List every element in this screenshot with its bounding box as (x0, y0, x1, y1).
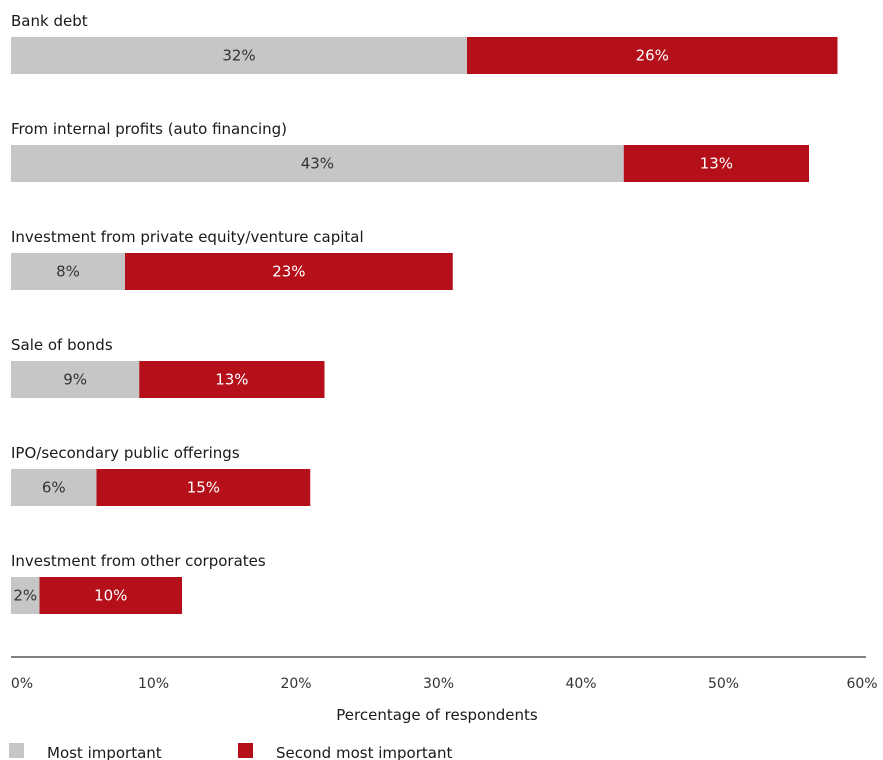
bar-most-important (11, 37, 467, 74)
data-label: 13% (700, 155, 733, 173)
bar-second-most-important (467, 37, 838, 74)
legend: Most important Second most important (9, 743, 452, 760)
bar-group: Bank debt 32% 26% (11, 12, 838, 74)
data-label: 10% (94, 587, 127, 605)
data-label: 13% (215, 371, 248, 389)
bar-group: Investment from other corporates 2% 10% (11, 552, 266, 614)
data-label: 9% (63, 371, 87, 389)
bar-second-most-important (125, 253, 453, 290)
bars-layer: Bank debt 32% 26% From internal profits (au… (11, 12, 838, 614)
data-label: 15% (187, 479, 220, 497)
bar-most-important (11, 253, 125, 290)
data-label: 43% (301, 155, 334, 173)
bar-group: From internal profits (auto financing) 43… (11, 120, 809, 182)
legend-label: Most important (47, 744, 162, 760)
category-label: Investment from private equity/venture c… (11, 228, 364, 246)
data-label: 32% (222, 47, 255, 65)
category-label: From internal profits (auto financing) (11, 120, 287, 138)
x-tick-label: 60% (846, 676, 877, 692)
bar-second-most-important (139, 361, 325, 398)
bar-second-most-important (96, 469, 311, 506)
data-label: 26% (636, 47, 669, 65)
legend-label: Second most important (276, 744, 452, 760)
category-label: IPO/secondary public offerings (11, 444, 240, 462)
legend-swatch (238, 743, 253, 758)
data-label: 8% (56, 263, 80, 281)
data-label: 23% (272, 263, 305, 281)
x-tick-label: 30% (423, 676, 454, 692)
bar-group: Investment from private equity/venture c… (11, 228, 453, 290)
category-label: Sale of bonds (11, 336, 113, 354)
bar-most-important (11, 145, 624, 182)
x-tick-label: 50% (708, 676, 739, 692)
bar-group: Sale of bonds 9% 13% (11, 336, 325, 398)
bar-most-important (11, 361, 140, 398)
bar-most-important (11, 577, 40, 614)
data-label: 6% (42, 479, 66, 497)
x-axis-ticks: 0% 10% 20% 30% 40% 50% 60% (11, 676, 878, 692)
data-label: 2% (13, 587, 37, 605)
bar-group: IPO/secondary public offerings 6% 15% (11, 444, 311, 506)
x-tick-label: 0% (11, 676, 33, 692)
x-tick-label: 20% (280, 676, 311, 692)
x-axis-title: Percentage of respondents (336, 706, 538, 724)
bar-second-most-important (623, 145, 809, 182)
legend-swatch (9, 743, 24, 758)
bar-most-important (11, 469, 97, 506)
bar-second-most-important (39, 577, 182, 614)
category-label: Investment from other corporates (11, 552, 266, 570)
x-tick-label: 40% (565, 676, 596, 692)
x-tick-label: 10% (138, 676, 169, 692)
category-label: Bank debt (11, 12, 88, 30)
